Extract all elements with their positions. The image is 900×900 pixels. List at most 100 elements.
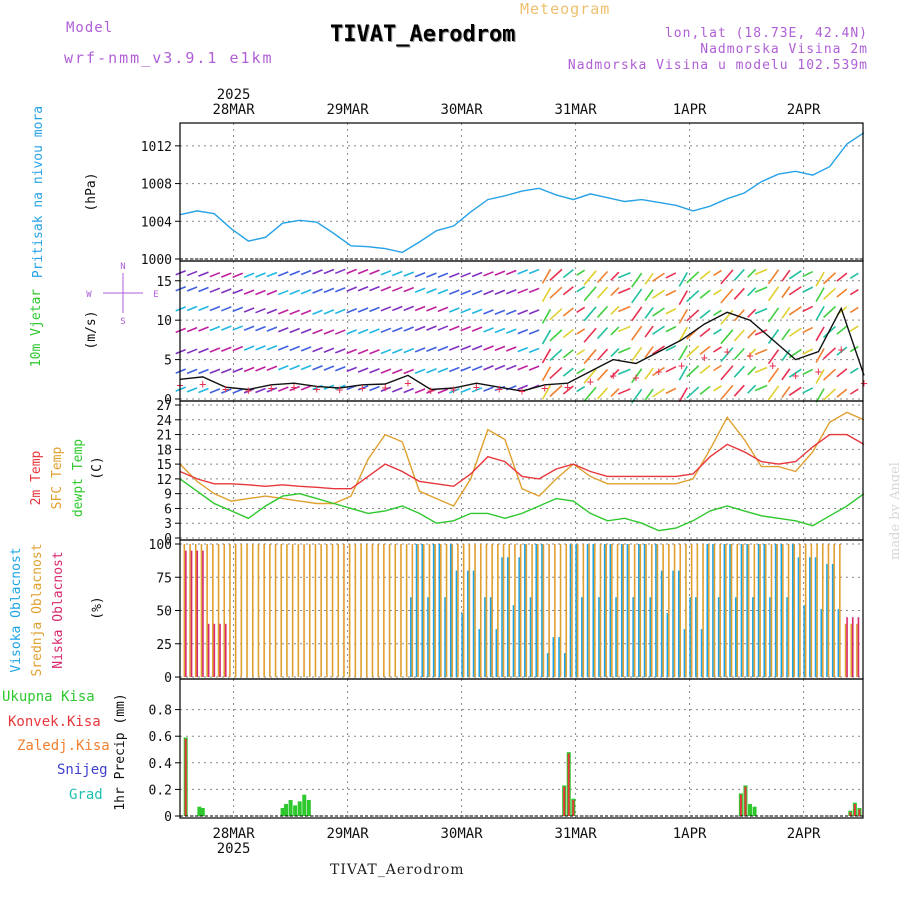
wind-direction-marker: +	[290, 380, 297, 394]
wind-arrow	[243, 345, 255, 351]
wind-arrow	[583, 306, 597, 322]
wind-arrow	[678, 345, 688, 361]
lonlat-label: lon,lat (18.73E, 42.4N)	[664, 26, 868, 41]
wind-arrow	[754, 329, 768, 336]
wind-arrow	[686, 345, 700, 358]
wind-arrow	[471, 289, 483, 296]
wind-direction-marker: +	[450, 383, 457, 397]
wind-arrow	[392, 368, 403, 375]
wind-arrow	[357, 268, 369, 275]
y-tick-label: 1000	[141, 253, 172, 268]
wind-arrow	[815, 305, 825, 321]
pressure-unit-label: (hPa)	[84, 172, 99, 211]
wind-arrow	[562, 286, 574, 296]
wind-arrow	[460, 387, 471, 394]
wind-arrow	[357, 286, 369, 292]
wind-arrow	[747, 287, 757, 297]
wind-arrow	[209, 388, 221, 394]
y-tick-label: 9	[164, 488, 172, 503]
wind-arrow	[767, 385, 780, 401]
wind-arrow	[449, 345, 460, 351]
pressure-line	[179, 132, 865, 254]
wind-arrow	[549, 329, 563, 342]
wind-arrow	[617, 368, 631, 375]
high-cloud-axis-label: Visoka Oblacnost	[9, 547, 24, 672]
bottom-tick-label: 2APR	[787, 826, 821, 842]
wind-arrow	[369, 328, 380, 334]
wind-arrow	[754, 286, 768, 293]
wind-arrow	[583, 368, 597, 384]
wind-arrow	[209, 305, 221, 312]
wind-arrow	[506, 269, 517, 276]
sfc-temp-axis-label: SFC Temp	[50, 447, 65, 510]
wind-arrow	[437, 345, 449, 352]
panel-frame	[179, 678, 864, 819]
wind-arrow	[713, 385, 722, 392]
wind-arrow	[312, 269, 323, 275]
wind-arrow	[198, 326, 209, 332]
y-tick-label: 1008	[141, 178, 172, 193]
wind-arrow	[460, 345, 471, 351]
wind-arrow	[471, 271, 483, 278]
model-label: Model	[66, 20, 114, 36]
wind-arrow	[815, 287, 825, 303]
wind-unit-label: (m/s)	[84, 310, 99, 349]
wind-direction-marker: +	[313, 382, 320, 396]
wind-arrow	[788, 368, 802, 378]
wind-arrow	[506, 309, 517, 316]
wind-arrow	[686, 365, 700, 378]
wind-arrow	[414, 368, 426, 374]
dewpt-axis-label: dewpt Temp	[71, 439, 86, 517]
wind-arrow	[713, 364, 722, 372]
y-tick-label: 0	[164, 532, 172, 547]
wind-direction-marker: +	[404, 376, 411, 390]
wind-arrow	[403, 387, 414, 394]
wind-arrow	[686, 289, 700, 303]
wind-arrow	[517, 309, 528, 315]
wind-arrow	[699, 309, 711, 319]
y-tick-label: 15	[156, 458, 172, 473]
y-tick-label: 10	[156, 314, 172, 329]
wind-arrow	[278, 386, 289, 392]
wind-arrow	[596, 305, 609, 318]
wind-arrow	[369, 285, 380, 292]
wind-arrow	[720, 288, 734, 304]
wind-arrow	[686, 271, 700, 284]
wind-arrow	[562, 328, 574, 339]
wind-arrow	[528, 287, 540, 294]
wind-arrow	[346, 329, 357, 335]
precip-total-bar	[280, 808, 285, 816]
grid-layer	[180, 123, 863, 818]
wind-arrow	[403, 368, 414, 375]
y-tick-label: 6	[164, 502, 172, 517]
wind-arrow	[255, 289, 266, 296]
wind-arrow	[392, 326, 403, 333]
wind-arrow	[221, 306, 232, 312]
wind-arrow	[617, 347, 631, 354]
wind-arrow	[198, 368, 209, 375]
wind-arrow	[644, 289, 654, 302]
wind-arrow	[506, 346, 517, 352]
wind-arrow	[380, 327, 392, 334]
wind-arrow	[437, 288, 449, 295]
wind-arrow	[300, 346, 312, 352]
wind-arrow	[403, 347, 414, 354]
wind-arrow	[369, 306, 380, 313]
compass-n: N	[120, 262, 125, 272]
wind-arrow	[426, 368, 437, 374]
wind-arrow	[289, 364, 300, 371]
wind-arrow	[631, 368, 643, 384]
sfc-temp-line	[179, 411, 865, 507]
wind-arrow	[483, 271, 494, 277]
top-tick-label: 31MAR	[555, 102, 598, 118]
wind-arrow	[335, 286, 346, 293]
wind-arrow	[802, 368, 814, 376]
wind-arrow	[767, 269, 780, 285]
wind-direction-marker: +	[678, 359, 685, 373]
wind-arrow	[652, 388, 665, 398]
compass-e: E	[153, 290, 158, 300]
wind-arrow	[506, 364, 517, 371]
wind-arrow	[312, 364, 323, 371]
wind-arrow	[678, 326, 688, 342]
wind-arrow	[255, 345, 266, 351]
